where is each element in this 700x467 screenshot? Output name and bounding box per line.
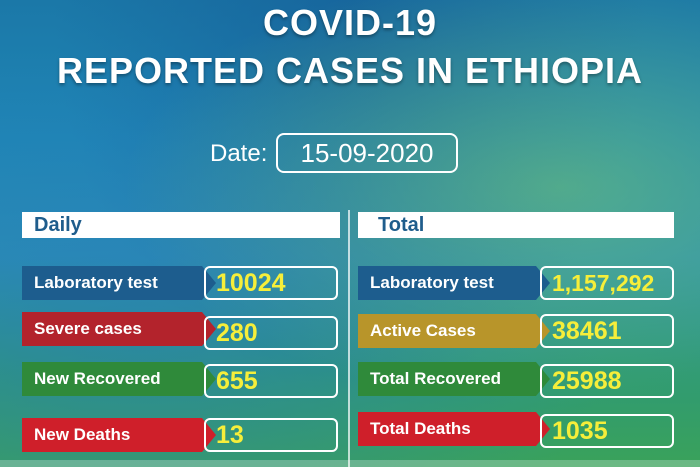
- daily-header: Daily: [22, 212, 340, 238]
- daily-new-deaths-label: New Deaths: [22, 418, 216, 452]
- column-divider: [348, 210, 350, 467]
- total-deaths-value: 1035: [540, 414, 674, 448]
- daily-severe-cases-label: Severe cases: [22, 312, 216, 346]
- total-header: Total: [358, 212, 674, 238]
- daily-severe-cases-value: 280: [204, 316, 338, 350]
- daily-new-recovered-label: New Recovered: [22, 362, 216, 396]
- bottom-strip: [0, 460, 700, 467]
- date-value: 15-09-2020: [276, 133, 458, 173]
- total-active-cases-label: Active Cases: [358, 314, 550, 348]
- total-lab-test-value: 1,157,292: [540, 266, 674, 300]
- title-line-2: REPORTED CASES IN ETHIOPIA: [56, 50, 644, 91]
- title-line-1: COVID-19: [262, 2, 438, 43]
- daily-lab-test-value: 10024: [204, 266, 338, 300]
- total-lab-test-label: Laboratory test: [358, 266, 550, 300]
- total-deaths-label: Total Deaths: [358, 412, 550, 446]
- daily-lab-test-label: Laboratory test: [22, 266, 216, 300]
- total-active-cases-value: 38461: [540, 314, 674, 348]
- total-recovered-label: Total Recovered: [358, 362, 550, 396]
- total-recovered-value: 25988: [540, 364, 674, 398]
- daily-new-deaths-value: 13: [204, 418, 338, 452]
- date-label: Date:: [210, 140, 268, 167]
- daily-new-recovered-value: 655: [204, 364, 338, 398]
